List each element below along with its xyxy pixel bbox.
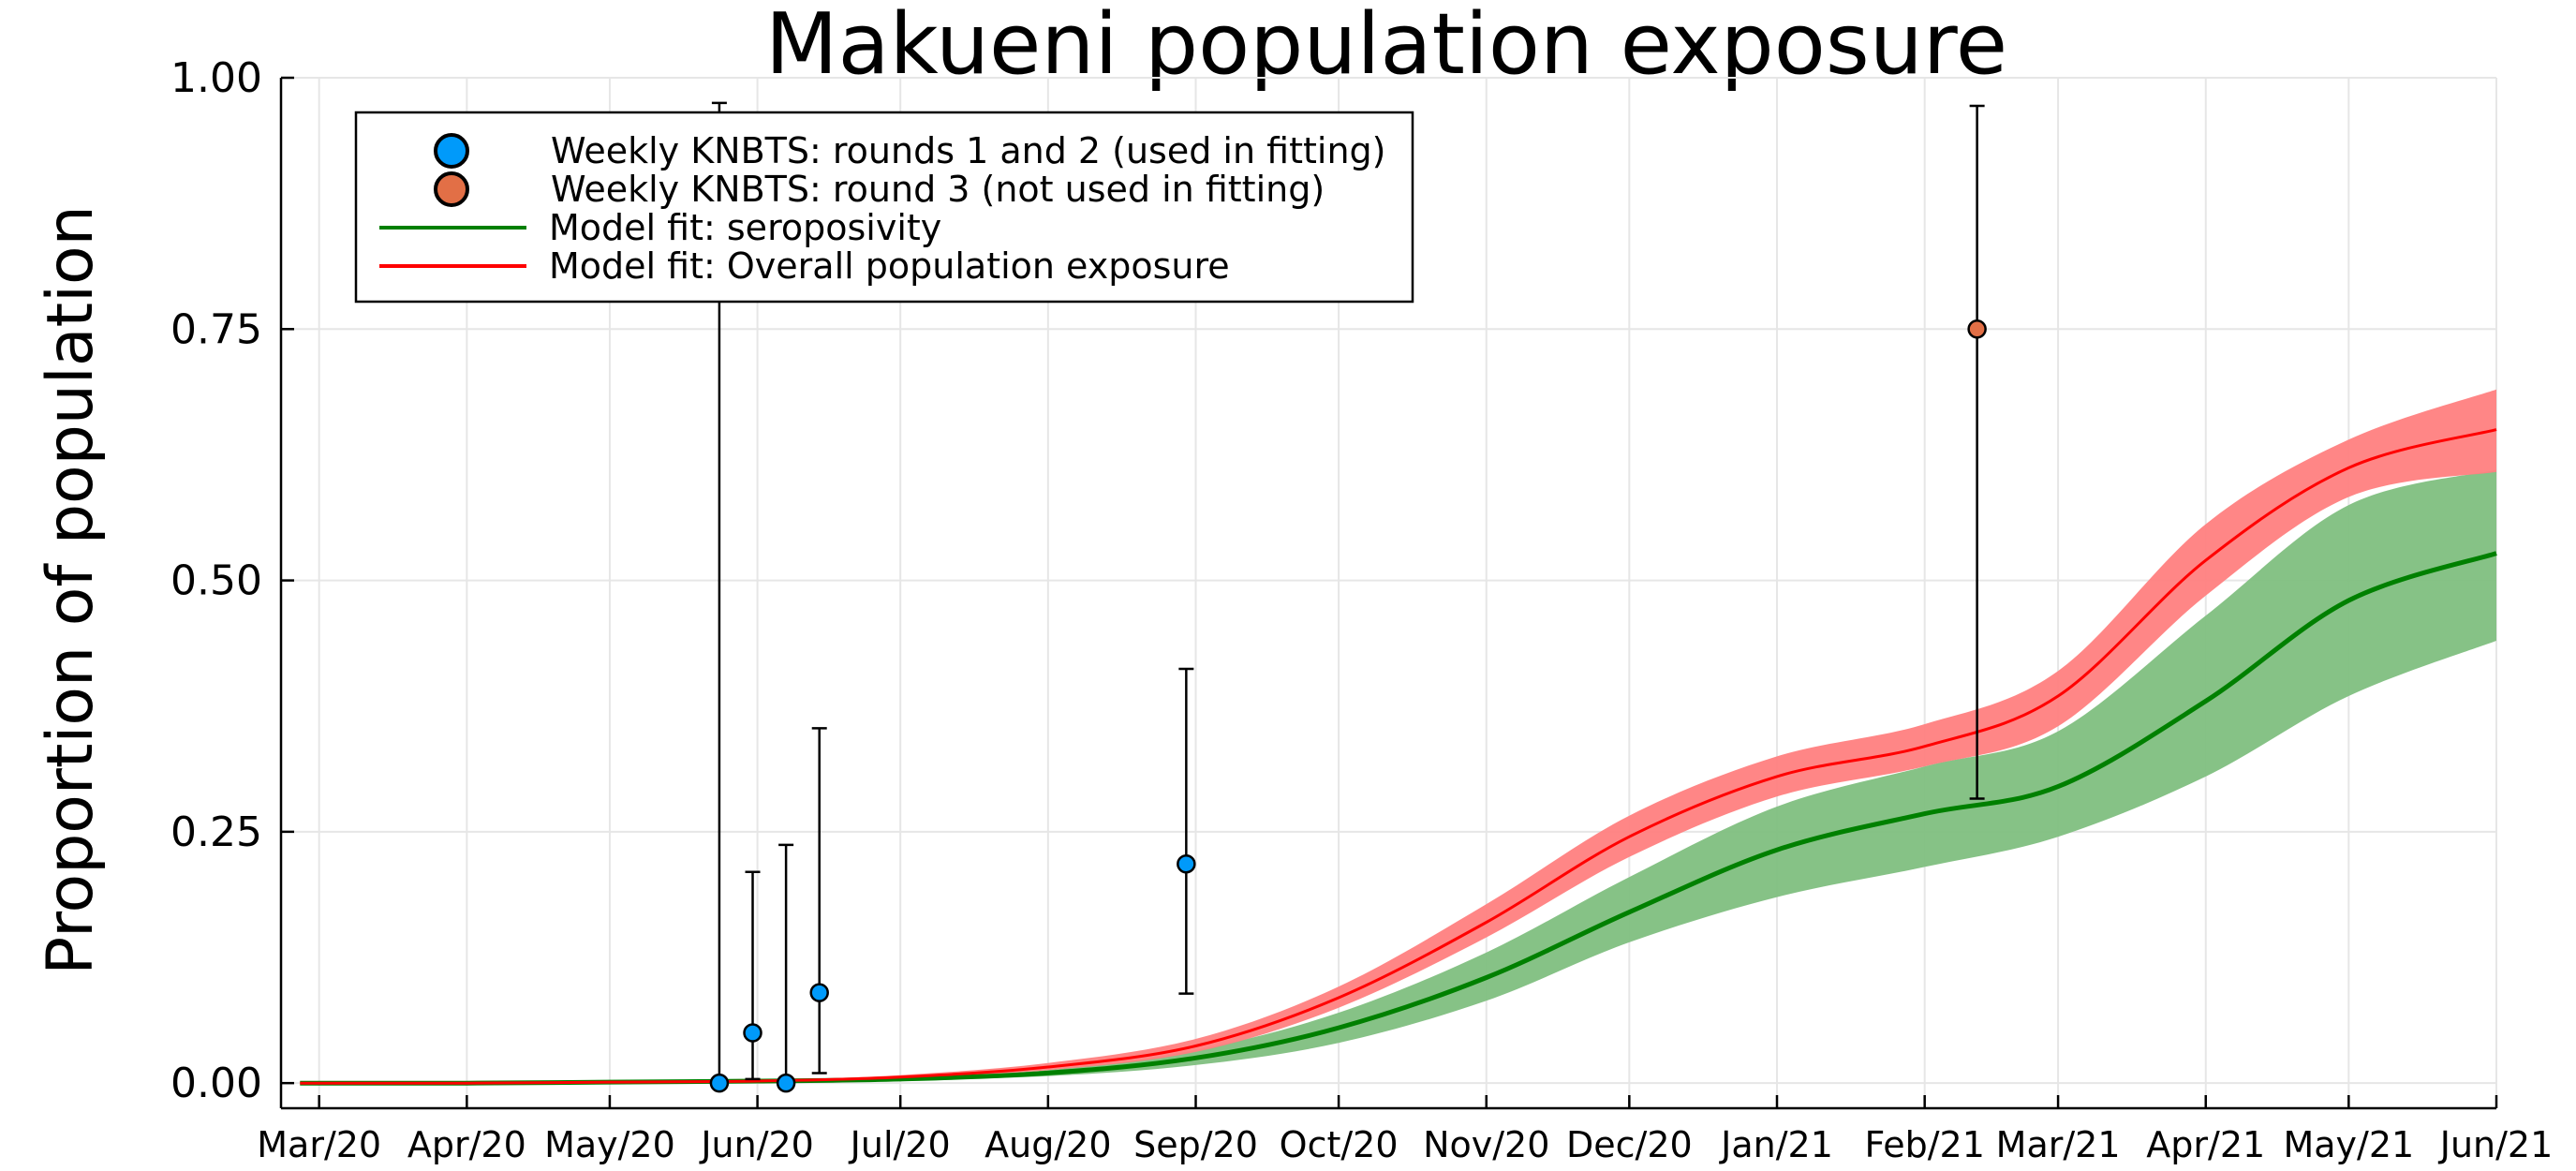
series-line-exposure xyxy=(300,428,2497,1085)
x-tick-label: Apr/20 xyxy=(407,1124,526,1165)
data-point xyxy=(776,1073,796,1093)
x-tick-label: May/21 xyxy=(2283,1124,2414,1165)
legend: Weekly KNBTS: rounds 1 and 2 (used in fi… xyxy=(354,111,1414,304)
data-point xyxy=(1967,319,1987,339)
x-tick-label: Jun/21 xyxy=(2438,1124,2554,1165)
y-tick-label: 0.75 xyxy=(170,305,262,353)
x-tick-label: May/20 xyxy=(544,1124,675,1165)
x-tick-label: Oct/20 xyxy=(1280,1124,1399,1165)
tick-labels: 0.00 0.25 0.50 0.75 1.00 Mar/20 Apr/20 May/20 Ju… xyxy=(170,54,2553,1165)
chart-title: Makueni population exposure xyxy=(765,0,2007,94)
x-tick-label: Sep/20 xyxy=(1133,1124,1258,1165)
x-tick-label: Apr/21 xyxy=(2146,1124,2265,1165)
legend-marker xyxy=(434,133,469,169)
x-tick-label: Jan/21 xyxy=(1719,1124,1833,1165)
legend-label: Weekly KNBTS: round 3 (not used in fitti… xyxy=(551,169,1325,210)
x-tick-label: Feb/21 xyxy=(1864,1124,1984,1165)
x-tick-label: Mar/21 xyxy=(1996,1124,2121,1165)
legend-label: Weekly KNBTS: rounds 1 and 2 (used in fi… xyxy=(551,130,1385,171)
x-tick-label: Aug/20 xyxy=(985,1124,1111,1165)
data-point xyxy=(809,983,829,1002)
confidence-band-seropositivity xyxy=(300,469,2496,1084)
y-tick-label: 0.50 xyxy=(170,557,262,605)
data-point xyxy=(1177,853,1196,874)
axes xyxy=(279,76,2498,1110)
confidence-bands xyxy=(300,389,2496,1084)
data-points xyxy=(709,319,1987,1093)
y-tick-label: 0.00 xyxy=(170,1060,262,1107)
x-tick-label: Jul/20 xyxy=(849,1124,951,1165)
y-tick-label: 0.25 xyxy=(170,808,262,856)
model-lines xyxy=(300,428,2497,1086)
legend-marker xyxy=(434,171,469,207)
x-tick-label: Nov/20 xyxy=(1423,1124,1549,1165)
legend-label: Model fit: Overall population exposure xyxy=(549,245,1230,287)
legend-box xyxy=(354,111,1414,304)
y-axis-label: Proportion of population xyxy=(34,205,108,974)
y-tick-label: 1.00 xyxy=(170,54,262,102)
legend-label: Model fit: seroposivity xyxy=(549,207,941,248)
x-tick-label: Jun/20 xyxy=(699,1124,814,1165)
x-tick-label: Dec/20 xyxy=(1566,1124,1693,1165)
data-point xyxy=(743,1023,762,1043)
x-tick-label: Mar/20 xyxy=(257,1124,381,1165)
data-point xyxy=(709,1073,730,1093)
